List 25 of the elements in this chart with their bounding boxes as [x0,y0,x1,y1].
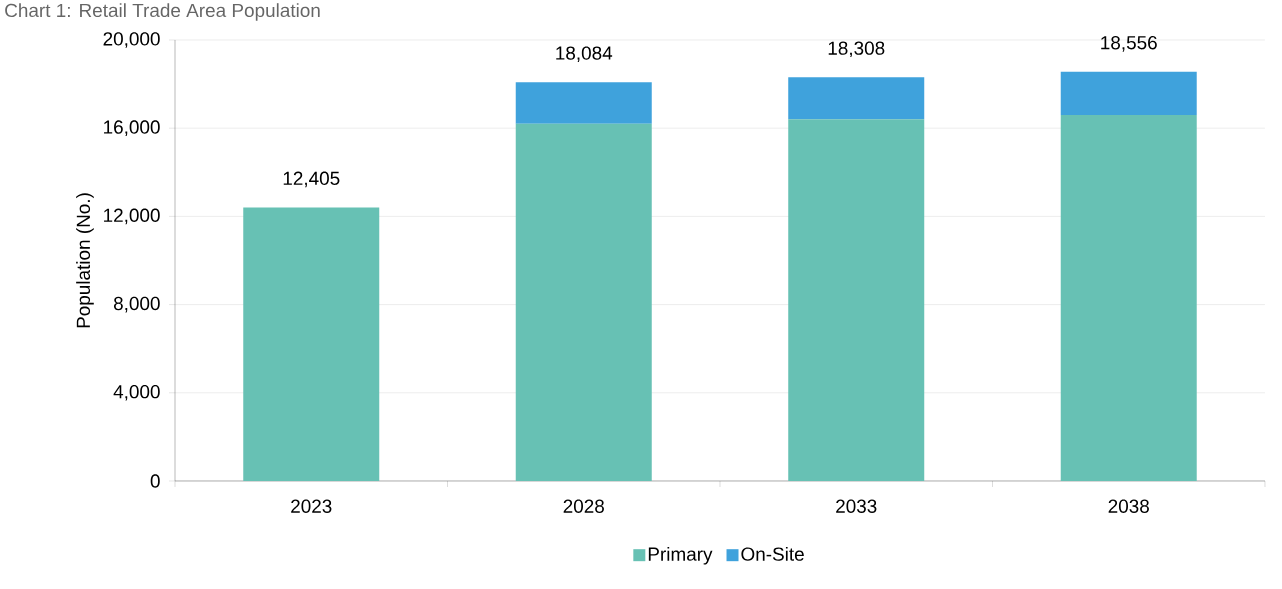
x-tick-label: 2033 [836,499,877,513]
chart-title: Chart 1: Retail Trade Area Population [5,3,320,21]
legend-label: On-Site [741,546,804,561]
y-tick-label: 20,000 [103,32,160,48]
legend-label: Primary [648,546,713,565]
y-tick-label: 16,000 [104,120,160,137]
y-tick-label: 8,000 [113,296,160,313]
y-tick-label: 0 [150,474,160,488]
bar [788,119,925,481]
bar [243,207,380,481]
x-tick-label: 2028 [563,499,604,513]
total-label: 12,405 [283,171,340,188]
y-tick-label: 12,000 [104,208,160,225]
x-tick-label: 2038 [1108,499,1149,513]
x-tick-label: 2023 [291,499,332,513]
total-label: 18,556 [1101,35,1157,52]
total-label: 18,308 [828,41,885,58]
bar [1060,114,1197,481]
bar [515,82,652,124]
bar [515,123,652,481]
bar [788,77,925,120]
y-axis-title: Population (No.) [76,193,94,328]
y-tick-label: 4,000 [113,384,160,401]
total-label: 18,084 [556,46,613,63]
bar [1060,71,1197,115]
